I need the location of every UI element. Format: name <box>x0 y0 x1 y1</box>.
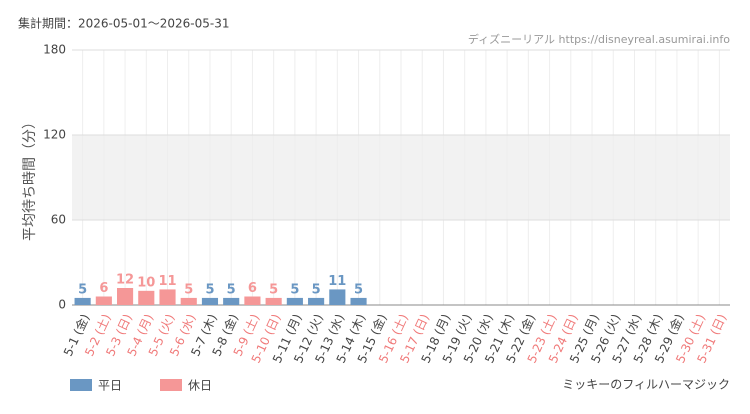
value-label: 10 <box>137 275 155 290</box>
bar <box>159 289 176 305</box>
bar <box>223 297 240 305</box>
value-label: 5 <box>227 282 236 297</box>
bar <box>286 297 303 305</box>
value-label: 5 <box>184 282 193 297</box>
source: ディズニーリアル https://disneyreal.asumirai.inf… <box>468 32 730 46</box>
value-label: 6 <box>99 281 108 296</box>
bar <box>244 296 261 305</box>
y-tick-label: 0 <box>58 298 66 312</box>
y-axis-label: 平均待ち時間（分） <box>22 115 38 241</box>
y-tick-label: 60 <box>51 213 66 227</box>
bar <box>95 296 112 305</box>
bar <box>329 289 346 305</box>
value-label: 5 <box>269 282 278 297</box>
legend-swatch <box>160 379 182 391</box>
bar <box>138 290 155 305</box>
legend-label: 平日 <box>98 379 122 393</box>
value-label: 5 <box>290 282 299 297</box>
value-label: 5 <box>354 282 363 297</box>
value-label: 5 <box>312 282 321 297</box>
legend-swatch <box>70 379 92 391</box>
period: 集計期間：2026-05-01～2026-05-31 <box>18 16 229 31</box>
bar <box>265 297 282 305</box>
y-tick-label: 180 <box>43 43 66 57</box>
bar <box>116 288 134 305</box>
bar <box>74 297 91 305</box>
value-label: 6 <box>248 281 257 296</box>
value-label: 11 <box>158 274 176 289</box>
legend-label: 休日 <box>188 379 212 393</box>
bar <box>201 297 219 305</box>
bar <box>350 297 367 305</box>
bar <box>180 297 197 305</box>
value-label: 5 <box>205 282 214 297</box>
bar <box>308 297 325 305</box>
y-tick-label: 120 <box>43 128 66 142</box>
value-label: 11 <box>328 274 346 289</box>
value-label: 12 <box>116 273 134 288</box>
subtitle: ミッキーのフィルハーマジック <box>562 378 730 392</box>
value-label: 5 <box>78 282 87 297</box>
